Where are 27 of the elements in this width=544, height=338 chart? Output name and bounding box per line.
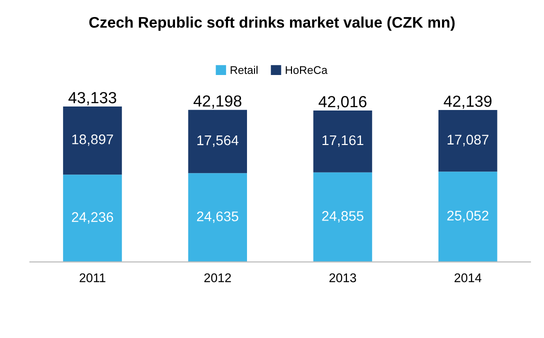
bar	[188, 173, 248, 262]
total-label: 43,133	[68, 92, 116, 106]
bar	[438, 172, 498, 262]
data-label: 24,236	[72, 212, 114, 224]
x-tick-label: 2012	[204, 273, 231, 282]
data-label: 25,052	[447, 210, 488, 222]
bar	[188, 110, 248, 174]
bar	[438, 110, 498, 172]
data-label: 17,564	[197, 135, 238, 147]
bar	[63, 174, 122, 262]
bar	[63, 106, 122, 175]
total-label: 42,016	[318, 96, 366, 110]
legend-label: Retail	[230, 66, 258, 74]
data-label: 18,897	[72, 134, 114, 146]
data-label: 17,087	[448, 134, 488, 146]
data-label: 24,855	[322, 211, 364, 223]
data-label: 17,161	[322, 135, 364, 147]
chart-title: Czech Republic soft drinks market value (CZK mn)	[89, 16, 455, 31]
total-label: 42,139	[444, 96, 492, 109]
total-label: 42,198	[194, 95, 242, 109]
bar	[313, 172, 372, 262]
bar	[313, 110, 372, 172]
x-tick-label: 2014	[454, 273, 482, 282]
x-tick-label: 2013	[329, 273, 356, 282]
data-label: 24,635	[197, 211, 238, 223]
legend-label: HoReCa	[286, 66, 328, 74]
x-tick-label: 2011	[80, 273, 106, 282]
